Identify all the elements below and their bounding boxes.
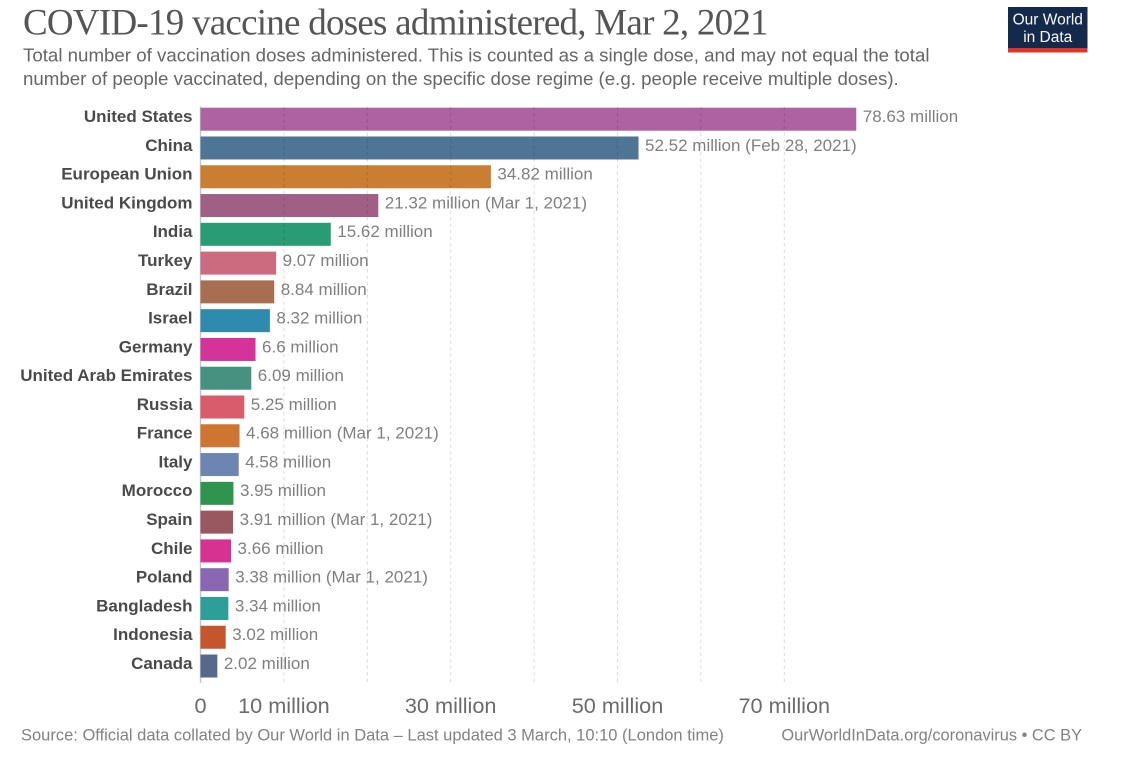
svg-text:COVID-19 vaccine doses adminis: COVID-19 vaccine doses administered, Mar… <box>23 3 768 44</box>
svg-text:3.95 million: 3.95 million <box>240 481 326 500</box>
svg-text:China: China <box>145 136 193 155</box>
svg-text:Brazil: Brazil <box>146 280 192 299</box>
svg-text:15.62 million: 15.62 million <box>337 222 432 241</box>
svg-text:50 million: 50 million <box>572 693 664 718</box>
svg-text:Germany: Germany <box>119 337 193 356</box>
svg-text:Turkey: Turkey <box>138 251 193 270</box>
svg-text:3.02 million: 3.02 million <box>232 625 318 644</box>
svg-text:Morocco: Morocco <box>122 481 193 500</box>
svg-text:Italy: Italy <box>158 452 193 471</box>
svg-text:21.32 million (Mar 1, 2021): 21.32 million (Mar 1, 2021) <box>385 193 587 212</box>
svg-text:in Data: in Data <box>1023 29 1072 46</box>
svg-text:78.63 million: 78.63 million <box>863 107 958 126</box>
svg-text:2.02 million: 2.02 million <box>224 654 310 673</box>
svg-text:3.66 million: 3.66 million <box>238 539 324 558</box>
svg-text:30 million: 30 million <box>405 693 497 718</box>
svg-text:4.58 million: 4.58 million <box>245 452 331 471</box>
svg-text:5.25 million: 5.25 million <box>251 395 337 414</box>
svg-text:European Union: European Union <box>61 165 192 184</box>
svg-text:Poland: Poland <box>136 568 193 587</box>
svg-text:Total number of vaccination do: Total number of vaccination doses admini… <box>23 44 930 65</box>
svg-text:Canada: Canada <box>131 654 193 673</box>
svg-text:India: India <box>153 222 193 241</box>
svg-text:Indonesia: Indonesia <box>113 625 193 644</box>
svg-text:Russia: Russia <box>137 395 193 414</box>
svg-text:52.52 million (Feb 28, 2021): 52.52 million (Feb 28, 2021) <box>645 136 857 155</box>
svg-text:France: France <box>137 424 193 443</box>
svg-text:Spain: Spain <box>146 510 192 529</box>
svg-text:3.34 million: 3.34 million <box>235 596 321 615</box>
svg-text:Source: Official data collated: Source: Official data collated by Our Wo… <box>21 726 724 744</box>
svg-text:number of people vaccinated, d: number of people vaccinated, depending o… <box>23 68 899 89</box>
svg-text:34.82 million: 34.82 million <box>497 165 592 184</box>
svg-text:3.91 million (Mar 1, 2021): 3.91 million (Mar 1, 2021) <box>240 510 433 529</box>
svg-text:4.68 million (Mar 1, 2021): 4.68 million (Mar 1, 2021) <box>246 424 439 443</box>
svg-text:3.38 million (Mar 1, 2021): 3.38 million (Mar 1, 2021) <box>235 568 428 587</box>
svg-text:0: 0 <box>194 693 206 718</box>
svg-text:Our World: Our World <box>1013 11 1083 28</box>
svg-text:Bangladesh: Bangladesh <box>96 596 192 615</box>
svg-text:70 million: 70 million <box>738 693 830 718</box>
svg-text:United Kingdom: United Kingdom <box>61 193 192 212</box>
svg-text:10 million: 10 million <box>238 693 330 718</box>
svg-text:8.32 million: 8.32 million <box>276 309 362 328</box>
svg-text:United Arab Emirates: United Arab Emirates <box>20 366 192 385</box>
svg-text:Israel: Israel <box>148 309 192 328</box>
svg-text:OurWorldInData.org/coronavirus: OurWorldInData.org/coronavirus • CC BY <box>781 726 1082 744</box>
svg-text:United States: United States <box>84 107 193 126</box>
svg-text:6.09 million: 6.09 million <box>258 366 344 385</box>
svg-text:9.07 million: 9.07 million <box>283 251 369 270</box>
svg-text:6.6 million: 6.6 million <box>262 337 339 356</box>
svg-text:8.84 million: 8.84 million <box>281 280 367 299</box>
svg-text:Chile: Chile <box>151 539 193 558</box>
